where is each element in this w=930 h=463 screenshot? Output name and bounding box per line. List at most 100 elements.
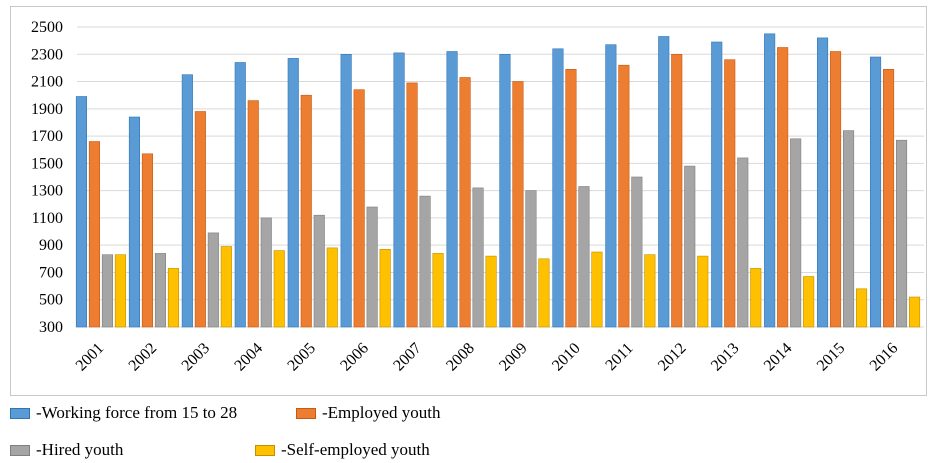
bar-hired-youth-2008 [472,187,484,328]
y-tick-label: 1300 [31,183,63,200]
bar-hired-youth-2009 [525,190,537,328]
bars [75,33,921,328]
bar-hired-youth-2012 [684,165,696,328]
bar-working-force-from-15-to-28-2008 [446,51,458,328]
bar-self-employed-youth-2002 [167,268,179,328]
bar-employed-youth-2001 [88,141,100,328]
legend-swatch-orange [296,407,316,419]
bar-self-employed-youth-2007 [432,253,444,328]
bar-employed-youth-2005 [300,94,312,328]
bar-employed-youth-2011 [618,64,630,328]
bar-self-employed-youth-2010 [591,251,603,328]
x-tick-label: 2005 [284,340,319,375]
bar-working-force-from-15-to-28-2007 [393,52,405,328]
legend-item-working-force: -Working force from 15 to 28 [10,403,237,423]
bar-working-force-from-15-to-28-2001 [75,96,87,328]
x-tick-label: 2004 [231,340,266,375]
x-tick-label: 2012 [655,340,690,375]
legend-swatch-blue [10,407,30,419]
bar-employed-youth-2008 [459,77,471,328]
legend-label-self-employed-youth: -Self-employed youth [281,440,430,459]
bar-hired-youth-2005 [313,214,325,328]
bar-hired-youth-2014 [790,138,802,328]
bar-employed-youth-2013 [724,59,736,328]
x-tick-label: 2003 [179,340,214,375]
bar-working-force-from-15-to-28-2015 [816,37,829,328]
y-tick-label: 700 [39,264,63,281]
legend-swatch-yellow [255,444,275,456]
bar-working-force-from-15-to-28-2006 [340,53,352,328]
x-tick-label: 2014 [761,340,796,375]
bar-self-employed-youth-2004 [273,250,285,328]
bar-chart: 300 500 700 900 1100 1300 1500 1700 1900 2100 2300… [31,19,924,375]
legend-label-employed-youth: -Employed youth [322,403,441,422]
bar-self-employed-youth-2014 [803,276,815,328]
x-tick-label: 2015 [814,340,849,375]
bar-working-force-from-15-to-28-2009 [499,53,511,328]
bar-self-employed-youth-2012 [697,255,709,328]
y-tick-label: 2300 [31,46,63,63]
bar-hired-youth-2007 [419,195,431,328]
x-tick-label: 2010 [549,340,584,375]
bar-employed-youth-2007 [406,82,418,328]
legend-item-employed-youth: -Employed youth [296,403,441,423]
bar-employed-youth-2016 [882,68,895,328]
x-tick-label: 2006 [337,340,372,375]
chart-area: 300 500 700 900 1100 1300 1500 1700 1900 2100 2300… [10,6,927,396]
y-tick-label: 1900 [31,101,63,118]
legend-item-hired-youth: -Hired youth [10,440,123,460]
legend-label-hired-youth: -Hired youth [36,440,124,459]
bar-working-force-from-15-to-28-2011 [605,44,617,328]
y-tick-label: 300 [39,319,63,336]
bar-hired-youth-2010 [578,186,590,328]
x-tick-label: 2009 [496,340,531,375]
bar-working-force-from-15-to-28-2012 [658,36,670,328]
bar-working-force-from-15-to-28-2003 [181,74,193,328]
bar-hired-youth-2013 [737,157,749,328]
bar-working-force-from-15-to-28-2005 [287,58,299,328]
bar-employed-youth-2012 [671,53,683,328]
bar-employed-youth-2002 [141,153,153,328]
bar-self-employed-youth-2016 [908,296,921,328]
bar-employed-youth-2010 [565,68,577,328]
bar-employed-youth-2004 [247,100,259,328]
y-tick-label: 1100 [32,210,63,227]
x-axis-ticks: 2001 2002 2003 2004 2005 2006 2007 2008 2009 2010… [73,340,902,375]
bar-self-employed-youth-2013 [750,268,762,328]
x-tick-label: 2007 [390,340,425,375]
bar-hired-youth-2001 [101,254,113,328]
bar-employed-youth-2014 [777,47,789,328]
bar-working-force-from-15-to-28-2010 [552,48,564,328]
x-tick-label: 2008 [443,340,478,375]
y-tick-label: 2500 [31,19,63,36]
x-tick-label: 2013 [708,340,743,375]
bar-hired-youth-2015 [842,130,855,328]
x-tick-label: 2001 [73,340,108,375]
bar-self-employed-youth-2001 [114,254,126,328]
bar-employed-youth-2015 [829,51,842,328]
y-tick-label: 900 [39,237,63,254]
bar-working-force-from-15-to-28-2002 [128,116,140,328]
bar-working-force-from-15-to-28-2016 [869,56,882,328]
bar-self-employed-youth-2009 [538,258,550,328]
y-tick-label: 2100 [31,74,63,91]
bar-self-employed-youth-2003 [220,246,232,328]
y-axis-ticks: 300 500 700 900 1100 1300 1500 1700 1900 2100 2300… [31,19,63,336]
legend-item-self-employed-youth: -Self-employed youth [255,440,430,460]
bar-self-employed-youth-2011 [644,254,656,328]
bar-hired-youth-2016 [895,139,908,328]
bar-working-force-from-15-to-28-2004 [234,62,246,328]
bar-hired-youth-2006 [366,206,378,328]
bar-self-employed-youth-2005 [326,247,338,328]
bar-working-force-from-15-to-28-2013 [711,41,723,328]
bar-employed-youth-2006 [353,89,365,328]
bar-self-employed-youth-2008 [485,255,497,328]
legend-swatch-gray [10,444,30,456]
bar-self-employed-youth-2006 [379,249,391,328]
bar-employed-youth-2009 [512,81,524,328]
y-tick-label: 1500 [31,155,63,172]
bar-hired-youth-2004 [260,217,272,328]
bar-hired-youth-2003 [207,232,219,328]
y-tick-label: 1700 [31,128,63,145]
bar-self-employed-youth-2015 [855,288,868,328]
